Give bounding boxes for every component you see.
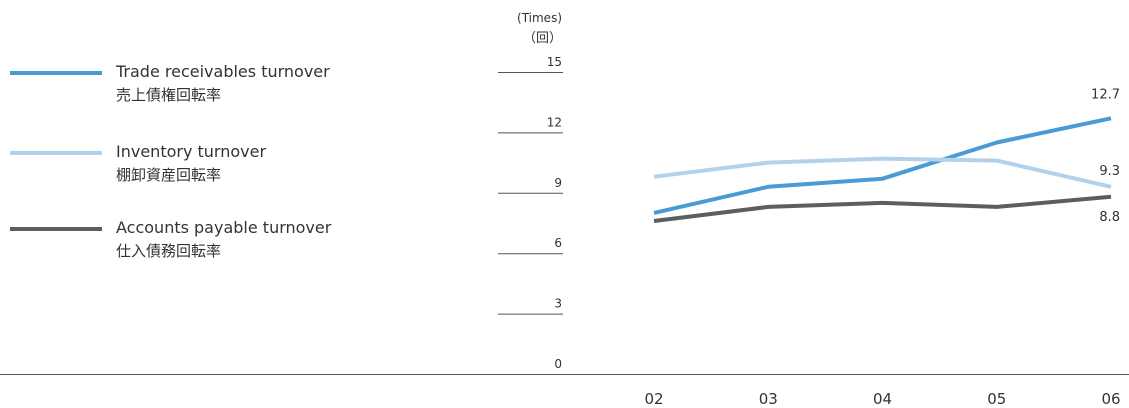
y-tick-label: 3 — [554, 297, 562, 311]
legend-item-accounts-payable: Accounts payable turnover 仕入債務回転率 — [0, 216, 420, 276]
legend-item-inventory: Inventory turnover 棚卸資産回転率 — [0, 140, 420, 200]
legend-label-inventory: Inventory turnover — [116, 142, 267, 161]
series-line-2 — [653, 194, 1112, 223]
y-tick-label: 12 — [547, 115, 562, 129]
data-label-end-2: 8.8 — [1099, 210, 1120, 225]
series-line-0 — [653, 116, 1112, 215]
y-axis-unit-label: (Times) — [517, 11, 562, 25]
data-label-end-0: 12.7 — [1091, 87, 1120, 102]
x-tick-label: 02 — [644, 390, 663, 408]
data-label-end-1: 9.3 — [1099, 164, 1120, 179]
legend-item-trade-receivables: Trade receivables turnover 売上債権回転率 — [0, 60, 420, 120]
x-tick-label: 03 — [759, 390, 778, 408]
legend-label-accounts-payable-ja: 仕入債務回転率 — [116, 242, 222, 260]
legend-label-inventory-ja: 棚卸資産回転率 — [116, 166, 222, 184]
series-line-1 — [653, 156, 1112, 189]
series-layer — [653, 116, 1112, 223]
x-tick-label: 05 — [987, 390, 1006, 408]
y-tick-label: 15 — [547, 55, 562, 69]
legend-label-trade-receivables: Trade receivables turnover — [116, 62, 330, 81]
x-tick-label: 04 — [873, 390, 892, 408]
y-tick-label: 0 — [554, 357, 562, 371]
y-axis-unit-label-ja: （回） — [522, 31, 562, 46]
legend-swatch-accounts-payable — [10, 227, 102, 231]
y-tick-label: 9 — [554, 176, 562, 190]
legend-swatch-trade-receivables — [10, 71, 102, 75]
legend-label-accounts-payable: Accounts payable turnover — [116, 218, 332, 237]
legend-label-trade-receivables-ja: 売上債権回転率 — [116, 86, 222, 104]
axis-layer — [0, 72, 1129, 375]
x-tick-label: 06 — [1101, 390, 1120, 408]
legend-swatch-inventory — [10, 151, 102, 155]
y-tick-label: 6 — [554, 236, 562, 250]
